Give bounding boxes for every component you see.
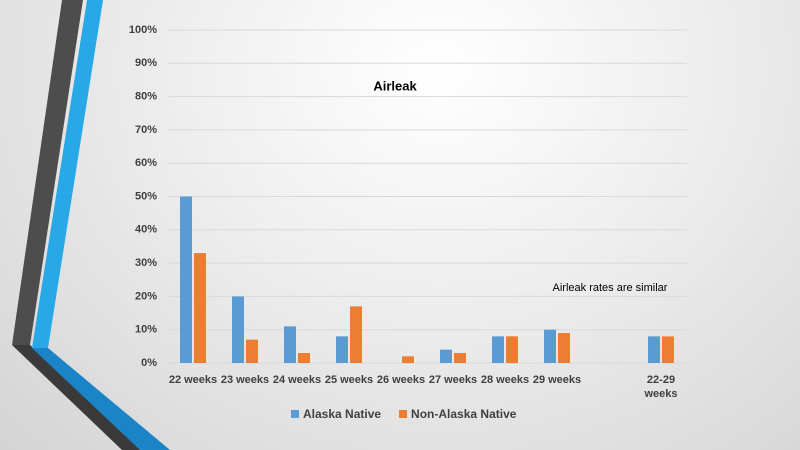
annotation: Airleak rates are similar: [553, 282, 668, 294]
x-tick-label: 22-29 weeks: [644, 374, 678, 400]
y-tick-label: 30%: [135, 257, 157, 269]
bar: [298, 353, 310, 363]
bar: [662, 336, 674, 363]
y-tick-label: 40%: [135, 224, 157, 236]
legend-label: Alaska Native: [303, 407, 381, 421]
y-tick-label: 70%: [135, 124, 157, 136]
x-tick-label: 26 weeks: [376, 374, 426, 386]
y-tick-label: 10%: [135, 324, 157, 336]
bar: [402, 356, 414, 363]
x-tick-label: 25 weeks: [324, 374, 374, 386]
legend-label: Non-Alaska Native: [411, 407, 517, 421]
decor-stripe: [32, 348, 170, 450]
bar: [194, 253, 206, 363]
x-tick-label: 27 weeks: [428, 374, 478, 386]
bar: [454, 353, 466, 363]
bar: [492, 336, 504, 363]
bar: [440, 349, 452, 363]
bar: [336, 336, 348, 363]
x-tick-label: 29 weeks: [532, 374, 582, 386]
y-tick-label: 90%: [135, 57, 157, 69]
x-tick-label: 24 weeks: [272, 374, 322, 386]
legend-swatch: [399, 410, 408, 418]
y-tick-label: 100%: [129, 24, 157, 36]
y-tick-label: 20%: [135, 290, 157, 302]
y-tick-label: 60%: [135, 157, 157, 169]
x-tick-label: 23 weeks: [220, 374, 270, 386]
decor-stripe: [12, 0, 83, 345]
bar: [350, 306, 362, 363]
legend-swatch: [291, 410, 299, 418]
bar: [544, 329, 556, 363]
bar: [284, 326, 296, 363]
chart-title: Airleak: [373, 78, 417, 93]
bar: [180, 196, 192, 363]
bar: [246, 339, 258, 363]
y-tick-label: 0%: [141, 357, 157, 369]
y-tick-label: 80%: [135, 91, 157, 103]
y-tick-label: 50%: [135, 190, 157, 202]
bar: [558, 333, 570, 363]
x-tick-label: 28 weeks: [480, 374, 530, 386]
bar: [648, 336, 660, 363]
bar: [232, 296, 244, 363]
decor-stripe: [32, 0, 103, 348]
bar: [506, 336, 518, 363]
x-tick-label: 22 weeks: [168, 374, 218, 386]
